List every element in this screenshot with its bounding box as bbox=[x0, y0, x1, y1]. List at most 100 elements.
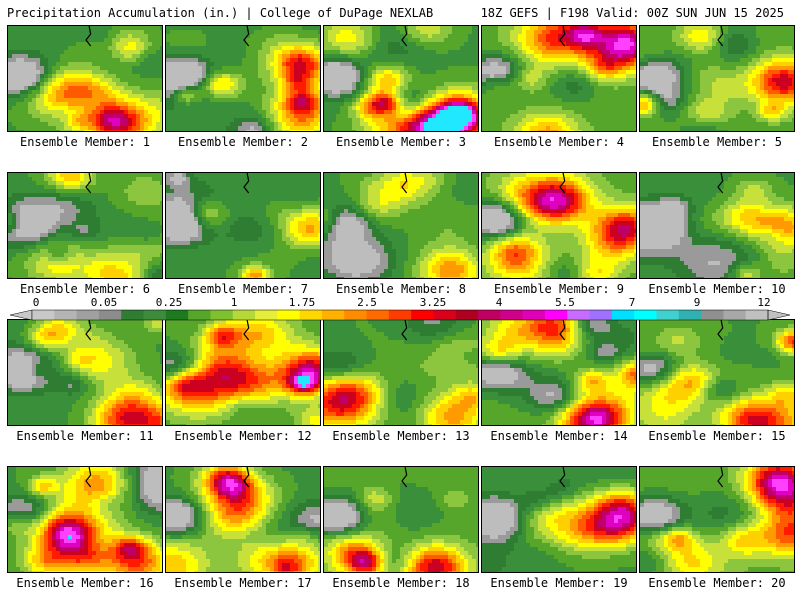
colorbar-swatch bbox=[76, 310, 100, 320]
ensemble-member-label: Ensemble Member: 1 bbox=[6, 135, 164, 149]
colorbar-tick-label: 0.25 bbox=[156, 296, 183, 309]
colorbar-swatch bbox=[255, 310, 278, 320]
colorbar-swatch bbox=[522, 310, 546, 320]
coastline bbox=[85, 320, 92, 341]
precip-field bbox=[640, 320, 794, 425]
colorbar-tick-label: 2.5 bbox=[357, 296, 377, 309]
colorbar-tick-label: 1.75 bbox=[289, 296, 316, 309]
ensemble-member-label: Ensemble Member: 8 bbox=[322, 282, 480, 296]
coastline bbox=[85, 26, 92, 47]
colorbar-swatch bbox=[299, 310, 323, 320]
colorbar-swatch bbox=[678, 310, 702, 320]
coastline bbox=[717, 26, 724, 47]
ensemble-member-label: Ensemble Member: 14 bbox=[480, 429, 638, 443]
ensemble-map-panel bbox=[639, 172, 795, 279]
precip-field bbox=[324, 173, 478, 278]
colorbar-tick-label: 3.25 bbox=[420, 296, 447, 309]
precip-field bbox=[482, 467, 636, 572]
colorbar-tick-label: 5.5 bbox=[555, 296, 575, 309]
precip-field bbox=[8, 173, 162, 278]
precip-field bbox=[324, 26, 478, 131]
ensemble-member-label: Ensemble Member: 12 bbox=[164, 429, 322, 443]
precip-field bbox=[166, 320, 320, 425]
coastline bbox=[559, 173, 566, 194]
colorbar-swatch bbox=[32, 310, 55, 320]
precip-field bbox=[166, 173, 320, 278]
colorbar-swatch bbox=[544, 310, 568, 320]
colorbar-tick-label: 4 bbox=[496, 296, 503, 309]
colorbar-swatch bbox=[388, 310, 412, 320]
ensemble-member-label: Ensemble Member: 17 bbox=[164, 576, 322, 590]
colorbar-swatch bbox=[210, 310, 234, 320]
colorbar-swatch bbox=[478, 310, 501, 320]
coastline bbox=[401, 320, 408, 341]
colorbar-swatch bbox=[277, 310, 301, 320]
colorbar-tick-label: 7 bbox=[629, 296, 636, 309]
colorbar-swatch bbox=[500, 310, 524, 320]
ensemble-map-panel bbox=[7, 172, 163, 279]
colorbar-swatch bbox=[344, 310, 368, 320]
colorbar-swatch bbox=[366, 310, 390, 320]
ensemble-map-panel bbox=[481, 172, 637, 279]
precip-field bbox=[8, 320, 162, 425]
colorbar-swatch bbox=[745, 310, 769, 320]
coastline bbox=[717, 467, 724, 488]
ensemble-map-panel bbox=[323, 466, 479, 573]
colorbar-tick-label: 1 bbox=[231, 296, 238, 309]
precip-field bbox=[482, 173, 636, 278]
colorbar-tick-label: 9 bbox=[694, 296, 701, 309]
ensemble-member-label: Ensemble Member: 11 bbox=[6, 429, 164, 443]
ensemble-member-label: Ensemble Member: 16 bbox=[6, 576, 164, 590]
colorbar-swatch bbox=[567, 310, 591, 320]
colorbar-swatch bbox=[411, 310, 434, 320]
valid-time: 18Z GEFS | F198 Valid: 00Z SUN JUN 15 20… bbox=[481, 6, 784, 20]
ensemble-member-label: Ensemble Member: 6 bbox=[6, 282, 164, 296]
coastline bbox=[559, 320, 566, 341]
colorbar-tick-label: 0.05 bbox=[91, 296, 118, 309]
ensemble-map-panel bbox=[639, 25, 795, 132]
ensemble-map-panel bbox=[323, 25, 479, 132]
ensemble-map-panel bbox=[481, 25, 637, 132]
ensemble-map-panel bbox=[165, 172, 321, 279]
ensemble-member-label: Ensemble Member: 10 bbox=[638, 282, 796, 296]
ensemble-member-label: Ensemble Member: 13 bbox=[322, 429, 480, 443]
coastline bbox=[243, 26, 250, 47]
ensemble-member-label: Ensemble Member: 20 bbox=[638, 576, 796, 590]
ensemble-member-label: Ensemble Member: 15 bbox=[638, 429, 796, 443]
ensemble-map-panel bbox=[323, 319, 479, 426]
coastline bbox=[401, 173, 408, 194]
ensemble-member-label: Ensemble Member: 3 bbox=[322, 135, 480, 149]
ensemble-member-label: Ensemble Member: 9 bbox=[480, 282, 638, 296]
ensemble-member-label: Ensemble Member: 19 bbox=[480, 576, 638, 590]
ensemble-map-panel bbox=[165, 319, 321, 426]
ensemble-map-panel bbox=[481, 319, 637, 426]
colorbar-max-arrow bbox=[767, 309, 790, 321]
precip-field bbox=[640, 467, 794, 572]
colorbar-swatch bbox=[54, 310, 78, 320]
ensemble-member-label: Ensemble Member: 4 bbox=[480, 135, 638, 149]
precip-field bbox=[8, 26, 162, 131]
colorbar-swatch bbox=[143, 310, 167, 320]
colorbar-ticks: 0 0.05 0.25 1 1.75 2.5 3.25 4 5.5 7 9 12 bbox=[0, 296, 800, 310]
ensemble-map-panel bbox=[7, 466, 163, 573]
colorbar-swatch bbox=[656, 310, 680, 320]
coastline bbox=[85, 467, 92, 488]
precip-field bbox=[640, 26, 794, 131]
ensemble-map-panel bbox=[639, 466, 795, 573]
coastline bbox=[243, 173, 250, 194]
colorbar-swatch bbox=[611, 310, 635, 320]
precip-field bbox=[324, 320, 478, 425]
coastline bbox=[559, 26, 566, 47]
precip-field bbox=[640, 173, 794, 278]
colorbar-swatch bbox=[723, 310, 747, 320]
ensemble-map-panel bbox=[7, 25, 163, 132]
ensemble-map-panel bbox=[639, 319, 795, 426]
colorbar-swatch bbox=[98, 310, 122, 320]
precip-field bbox=[166, 26, 320, 131]
colorbar-swatch bbox=[165, 310, 189, 320]
colorbar-swatch bbox=[188, 310, 211, 320]
colorbar-min-arrow bbox=[10, 309, 33, 321]
coastline bbox=[401, 467, 408, 488]
coastline bbox=[243, 320, 250, 341]
ensemble-map-panel bbox=[323, 172, 479, 279]
